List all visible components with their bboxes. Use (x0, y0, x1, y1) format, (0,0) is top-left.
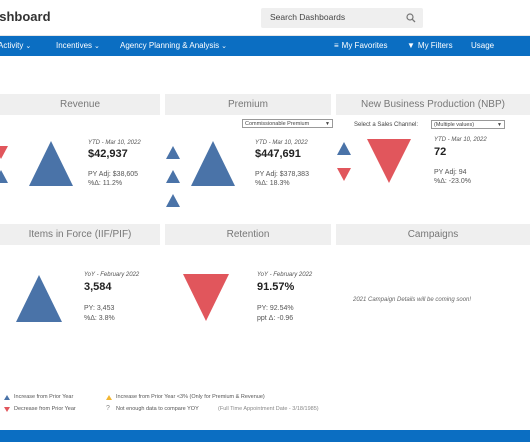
revenue-py: PY Adj: $38,605 (88, 171, 139, 178)
nbp-decrease-small-icon (337, 168, 351, 181)
premium-period: YTD - Mar 10, 2022 (255, 140, 308, 146)
dropdown-arrow-icon: ▼ (325, 121, 330, 127)
revenue-increase-icon (29, 141, 73, 186)
legend-increase-small: Increase from Prior Year <3% (Only for P… (116, 394, 265, 400)
list-icon: ≡ (334, 41, 339, 50)
sales-channel-label: Select a Sales Channel: (354, 122, 419, 128)
nbp-panel-title: New Business Production (NBP) (336, 94, 530, 115)
filter-icon: ▼ (407, 41, 415, 50)
iif-py: PY: 3,453 (84, 305, 115, 312)
revenue-panel-title: Revenue (0, 94, 160, 115)
page-title: ashboard (0, 9, 51, 24)
nav-agency-planning[interactable]: Agency Planning & Analysis ⌄ (120, 41, 227, 50)
legend-not-enough: Not enough data to compare YOY (116, 406, 199, 412)
chevron-down-icon: ⌄ (221, 43, 228, 50)
premium-py: PY Adj: $378,383 (255, 171, 309, 178)
revenue-increase-small-icon (0, 170, 8, 183)
iif-period: YoY - February 2022 (84, 272, 140, 278)
nav-agency-planning-label: Agency Planning & Analysis (120, 41, 220, 50)
iif-value: 3,584 (84, 281, 112, 293)
nav-usage-label: Usage (471, 41, 495, 50)
retention-period: YoY - February 2022 (257, 272, 313, 278)
nav-my-favorites[interactable]: ≡ My Favorites (334, 41, 387, 50)
retention-decrease-icon (183, 274, 229, 321)
appointment-date: (Full Time Appointment Date - 3/18/1985) (218, 406, 319, 412)
iif-panel-title: Items in Force (IIF/PIF) (0, 224, 160, 245)
search-placeholder: Search Dashboards (270, 12, 346, 22)
premium-increase-icon (191, 141, 235, 186)
sales-channel-dropdown-value: (Multiple values) (434, 122, 475, 128)
premium-increase-small-icon (166, 194, 180, 207)
chevron-down-icon: ⌄ (94, 43, 100, 50)
nav-my-favorites-label: My Favorites (341, 41, 388, 50)
nbp-decrease-icon (367, 139, 411, 183)
search-icon[interactable] (406, 13, 416, 23)
legend-decrease: Decrease from Prior Year (14, 406, 76, 412)
nav-incentives[interactable]: Incentives ⌄ (56, 41, 100, 50)
question-icon: ? (106, 405, 110, 412)
sales-channel-dropdown[interactable]: (Multiple values) ▼ (431, 120, 505, 129)
top-bar: ashboard Search Dashboards (0, 0, 530, 36)
nav-activity-label: Activity (0, 41, 24, 50)
dropdown-arrow-icon: ▼ (497, 122, 502, 128)
nav-activity[interactable]: Activity ⌄ (0, 41, 31, 50)
premium-increase-small-icon (166, 170, 180, 183)
increase-legend-icon (4, 395, 10, 400)
main-nav: Activity ⌄ Incentives ⌄ Agency Planning & … (0, 36, 530, 56)
revenue-period: YTD - Mar 10, 2022 (88, 140, 141, 146)
chevron-down-icon: ⌄ (25, 43, 32, 50)
retention-py: PY: 92.54% (257, 305, 294, 312)
premium-type-dropdown-value: Commissionable Premium (245, 121, 310, 127)
nav-my-filters-label: My Filters (417, 41, 453, 50)
revenue-pct-change: %Δ: 11.2% (88, 180, 123, 187)
decrease-legend-icon (4, 407, 10, 412)
premium-pct-change: %Δ: 18.3% (255, 180, 290, 187)
revenue-value: $42,937 (88, 148, 128, 160)
revenue-decrease-small-icon (0, 146, 8, 159)
nav-my-filters[interactable]: ▼ My Filters (407, 41, 453, 50)
search-input[interactable]: Search Dashboards (261, 8, 423, 28)
nbp-py: PY Adj: 94 (434, 169, 467, 176)
nav-usage[interactable]: Usage (471, 41, 494, 50)
premium-panel-title: Premium (165, 94, 331, 115)
retention-value: 91.57% (257, 281, 295, 293)
iif-pct-change: %Δ: 3.8% (84, 315, 115, 322)
premium-value: $447,691 (255, 148, 301, 160)
small-increase-legend-icon (106, 395, 112, 400)
iif-increase-icon (16, 275, 62, 322)
nbp-period: YTD - Mar 10, 2022 (434, 137, 487, 143)
campaigns-panel-title: Campaigns (336, 224, 530, 245)
premium-type-dropdown[interactable]: Commissionable Premium ▼ (242, 119, 333, 128)
nbp-increase-small-icon (337, 142, 351, 155)
retention-pct-change: ppt Δ: -0.96 (257, 315, 294, 322)
premium-increase-small-icon (166, 146, 180, 159)
legend-increase: Increase from Prior Year (14, 394, 74, 400)
nbp-value: 72 (434, 146, 447, 158)
campaigns-message: 2021 Campaign Details will be coming soo… (353, 297, 472, 303)
nbp-pct-change: %Δ: -23.0% (434, 178, 471, 185)
retention-panel-title: Retention (165, 224, 331, 245)
footer-bar (0, 430, 530, 442)
nav-incentives-label: Incentives (56, 41, 93, 50)
